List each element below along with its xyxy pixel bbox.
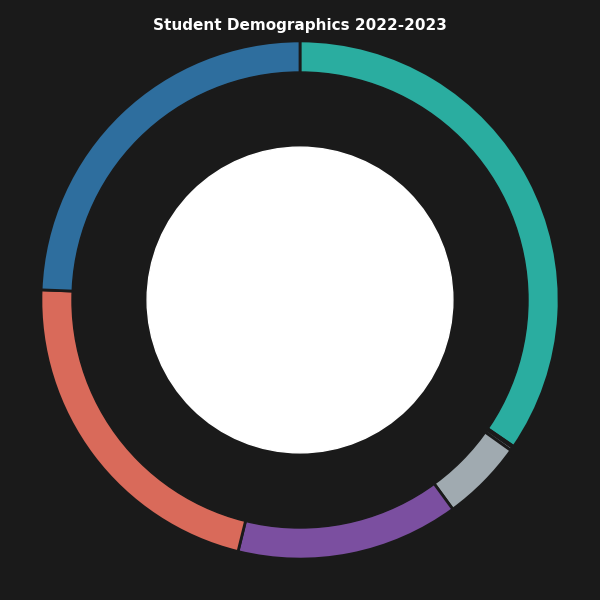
Wedge shape [41,290,256,551]
Wedge shape [410,409,511,509]
Circle shape [72,72,528,528]
Text: Student Demographics 2022-2023: Student Demographics 2022-2023 [153,18,447,33]
Circle shape [62,62,538,538]
Wedge shape [238,451,453,559]
Circle shape [147,147,453,453]
Wedge shape [41,41,300,293]
Wedge shape [452,406,513,451]
Wedge shape [453,406,514,448]
Wedge shape [300,41,559,446]
